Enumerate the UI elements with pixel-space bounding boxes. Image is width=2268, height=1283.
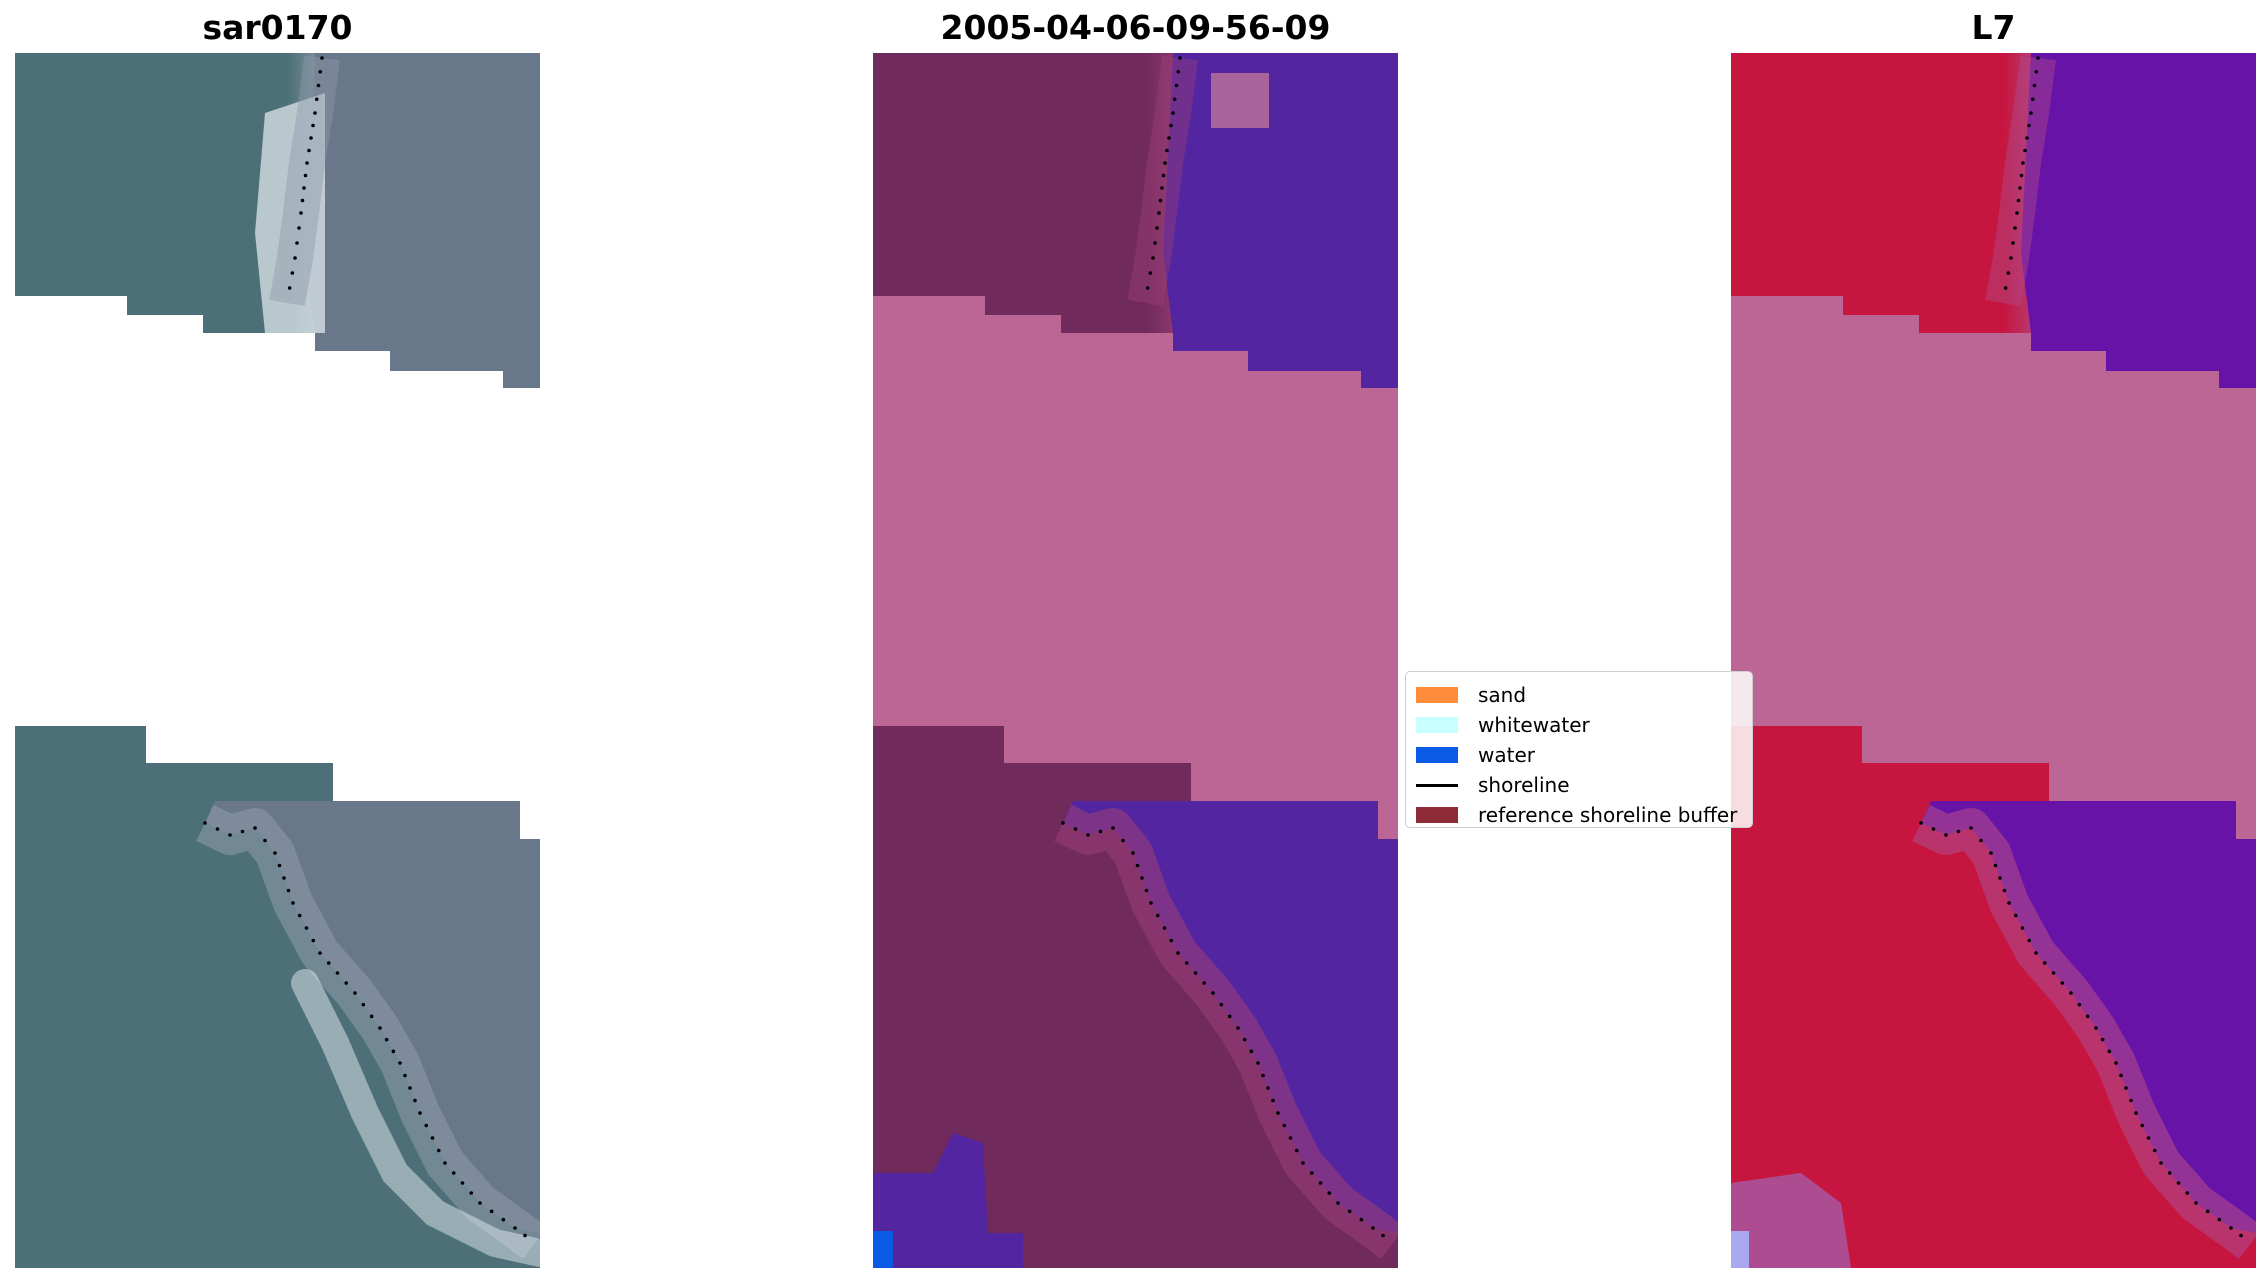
legend-item-shoreline: shoreline — [1416, 770, 1570, 800]
legend-label-water: water — [1478, 743, 1535, 767]
legend-label-sand: sand — [1478, 683, 1527, 707]
legend-label-reference-buffer: reference shoreline buffer — [1478, 803, 1738, 827]
rgb-satellite-image — [15, 53, 540, 1268]
water-swatch — [1416, 747, 1458, 763]
panel-title-classified: 2005-04-06-09-56-09 — [940, 8, 1331, 47]
legend-item-reference-buffer: reference shoreline buffer — [1416, 800, 1738, 827]
index-image-panel — [1731, 53, 2256, 1268]
water-index-image — [1731, 53, 2256, 1268]
rgb-image-panel — [15, 53, 540, 1268]
reference-buffer-swatch — [1416, 807, 1458, 823]
shoreline-line-swatch — [1416, 783, 1458, 787]
legend-label-whitewater: whitewater — [1478, 713, 1590, 737]
legend-label-shoreline: shoreline — [1478, 773, 1570, 797]
legend-item-sand: sand — [1416, 680, 1526, 710]
classified-image — [873, 53, 1398, 1268]
legend: sand whitewater water shoreline referenc… — [1405, 671, 1753, 828]
classified-image-panel — [873, 53, 1398, 1268]
legend-item-whitewater: whitewater — [1416, 710, 1590, 740]
sand-swatch — [1416, 687, 1458, 703]
legend-item-water: water — [1416, 740, 1535, 770]
panel-title-index: L7 — [1971, 8, 2016, 47]
panel-title-rgb: sar0170 — [202, 8, 353, 47]
whitewater-swatch — [1416, 717, 1458, 733]
